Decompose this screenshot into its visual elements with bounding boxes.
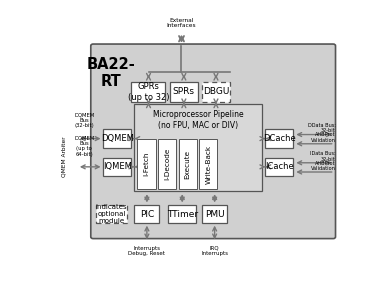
Text: AHBProt
Validation: AHBProt Validation bbox=[310, 160, 336, 171]
Text: QMEM Arbiter: QMEM Arbiter bbox=[61, 136, 66, 177]
Text: I-Decode: I-Decode bbox=[164, 148, 170, 180]
Text: IData Bus:
32-bit: IData Bus: 32-bit bbox=[310, 151, 336, 162]
FancyBboxPatch shape bbox=[202, 205, 227, 223]
FancyBboxPatch shape bbox=[137, 139, 155, 189]
Text: IRQ
Interrupts: IRQ Interrupts bbox=[201, 246, 228, 256]
FancyBboxPatch shape bbox=[170, 81, 198, 102]
FancyBboxPatch shape bbox=[135, 205, 160, 223]
FancyBboxPatch shape bbox=[202, 81, 230, 102]
Text: DQMEM
Bus
(up to
64-bit): DQMEM Bus (up to 64-bit) bbox=[74, 135, 95, 157]
FancyBboxPatch shape bbox=[265, 158, 293, 176]
FancyBboxPatch shape bbox=[199, 139, 217, 189]
FancyBboxPatch shape bbox=[179, 139, 197, 189]
Text: BA22-
RT: BA22- RT bbox=[86, 57, 135, 89]
Text: SPRs: SPRs bbox=[173, 87, 195, 96]
FancyBboxPatch shape bbox=[265, 129, 293, 148]
Text: ICache: ICache bbox=[265, 162, 294, 171]
FancyBboxPatch shape bbox=[131, 81, 165, 102]
Text: GPRs
(up to 32): GPRs (up to 32) bbox=[128, 82, 169, 102]
FancyBboxPatch shape bbox=[96, 205, 127, 223]
Text: DQMEM
Bus
(32-bit): DQMEM Bus (32-bit) bbox=[74, 113, 95, 128]
Text: Execute: Execute bbox=[185, 149, 191, 179]
Text: AHBProt
Validation: AHBProt Validation bbox=[310, 132, 336, 143]
Text: DBGU: DBGU bbox=[203, 87, 229, 96]
FancyBboxPatch shape bbox=[168, 205, 196, 223]
Text: DCache: DCache bbox=[263, 134, 296, 143]
FancyBboxPatch shape bbox=[158, 139, 176, 189]
Text: Interrupts
Debug, Reset: Interrupts Debug, Reset bbox=[128, 246, 165, 256]
Text: PMU: PMU bbox=[205, 210, 225, 219]
FancyBboxPatch shape bbox=[103, 158, 131, 176]
Text: DQMEM: DQMEM bbox=[101, 134, 134, 143]
Text: indicates
optional
module: indicates optional module bbox=[96, 204, 127, 224]
Text: PIC: PIC bbox=[140, 210, 154, 219]
FancyBboxPatch shape bbox=[135, 104, 263, 191]
FancyBboxPatch shape bbox=[91, 44, 336, 239]
Text: TTimer: TTimer bbox=[167, 210, 198, 219]
Text: Write-Back: Write-Back bbox=[205, 145, 211, 184]
Text: External
Interfaces: External Interfaces bbox=[167, 17, 196, 28]
Text: I-Fetch: I-Fetch bbox=[144, 152, 149, 176]
Text: Microprocessor Pipeline
(no FPU, MAC or DIV): Microprocessor Pipeline (no FPU, MAC or … bbox=[153, 110, 244, 130]
Text: IQMEM: IQMEM bbox=[103, 162, 132, 171]
Text: DData Bus:
32-bit: DData Bus: 32-bit bbox=[308, 123, 336, 133]
FancyBboxPatch shape bbox=[103, 129, 131, 148]
